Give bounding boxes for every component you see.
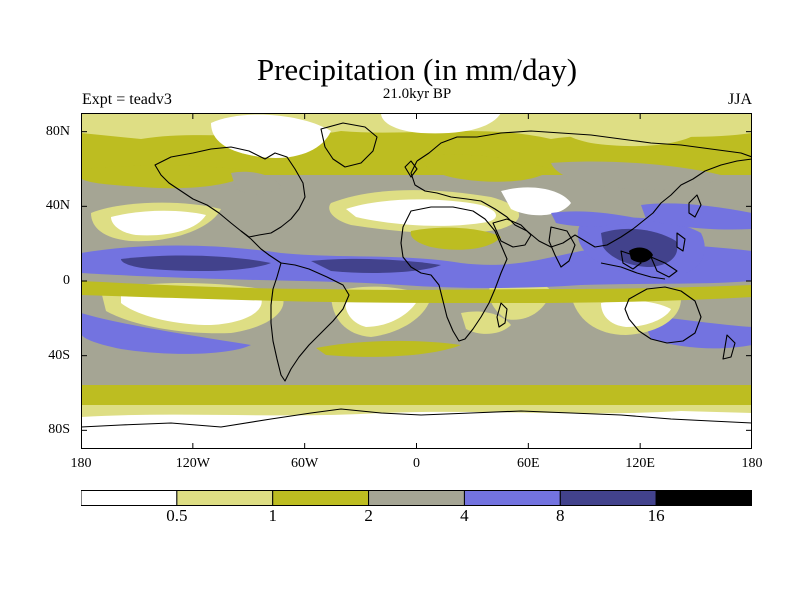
colorbar-swatch	[81, 490, 178, 506]
lat-tick-label: 40N	[45, 198, 70, 214]
lon-tick-label: 120E	[625, 456, 655, 471]
colorbar-swatch	[176, 490, 274, 506]
south-polar-band	[81, 383, 752, 449]
north-polar-band	[81, 113, 752, 175]
colorbar-label: 4	[460, 506, 469, 525]
colorbar-label: 8	[556, 506, 565, 525]
lon-tick-label: 180	[741, 456, 763, 471]
lon-tick-label: 120W	[175, 456, 210, 471]
colorbar-swatch	[463, 490, 561, 506]
lat-tick-label: 80S	[48, 422, 70, 438]
season-label: JJA	[727, 91, 752, 108]
map-title: Precipitation (in mm/day)	[256, 52, 578, 87]
lon-tick-label: 60W	[291, 456, 319, 471]
coastlines	[81, 122, 752, 428]
lat-tick-label: 80N	[45, 123, 70, 139]
colorbar-label: 2	[364, 506, 373, 525]
lon-tick-label: 60E	[517, 456, 540, 471]
lat-tick-label: 40S	[48, 347, 70, 363]
colorbar-label: 0.5	[166, 506, 188, 525]
colorbar-swatch	[272, 490, 370, 506]
colorbar-label: 1	[268, 506, 277, 525]
map-subtitle: 21.0kyr BP	[382, 86, 452, 102]
colorbar-swatch	[368, 490, 465, 506]
colorbar-swatch	[559, 490, 657, 506]
precipitation-map	[81, 113, 752, 449]
northern-midlatitude	[81, 154, 721, 195]
lat-tick-label: 0	[63, 273, 70, 288]
itcz-band	[81, 203, 752, 288]
experiment-label: Expt = teadv3	[82, 91, 172, 108]
map-ticks	[81, 113, 752, 449]
colorbar-swatch	[655, 490, 752, 506]
lon-tick-label: 180	[70, 456, 92, 471]
colorbar-label: 16	[647, 506, 665, 525]
lon-tick-label: 0	[413, 456, 420, 471]
southern-storm-track	[81, 313, 752, 385]
colorbar	[81, 490, 752, 506]
